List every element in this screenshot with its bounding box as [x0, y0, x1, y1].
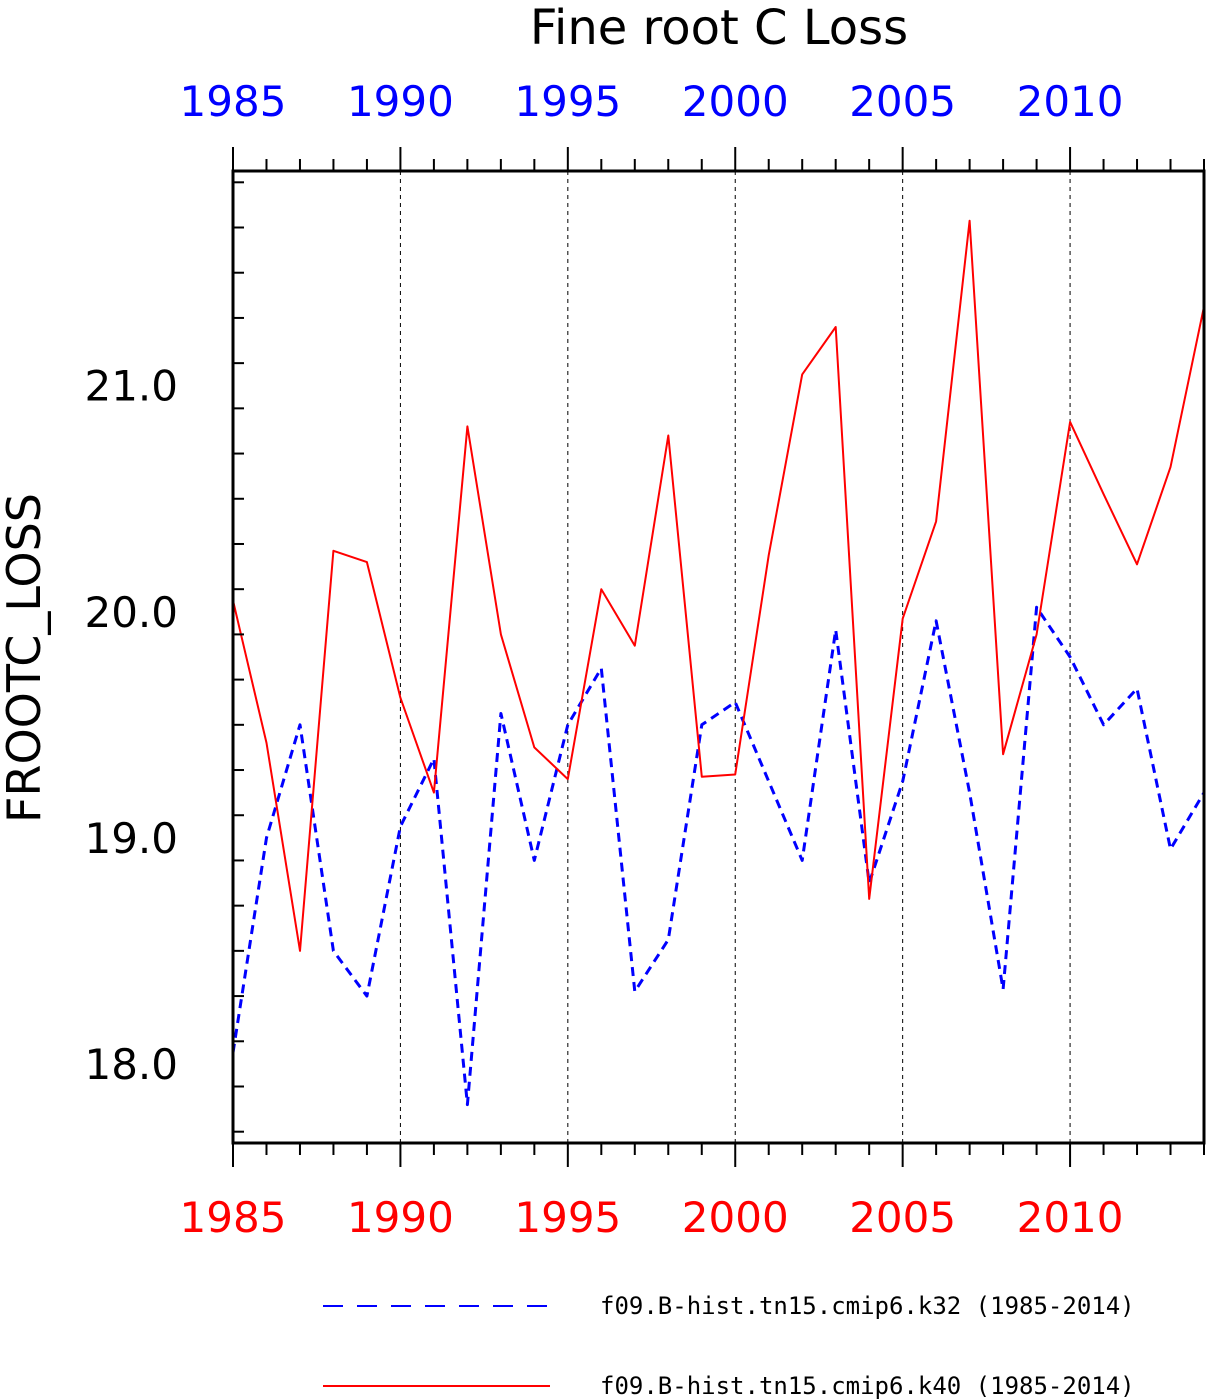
legend: f09.B-hist.tn15.cmip6.k32 (1985-2014) f09…: [323, 1292, 1135, 1400]
series-layer: [231, 219, 1206, 1107]
vertical-grid: [399, 171, 1071, 1143]
plot-frame: [231, 169, 1206, 1145]
x-tick-label-top: 1995: [514, 77, 621, 126]
x-tick-label-bottom: 1995: [514, 1193, 621, 1242]
x-tick-label-top: 2000: [682, 77, 789, 126]
x-tick-label-bottom: 2000: [682, 1193, 789, 1242]
legend-label-2: f09.B-hist.tn15.cmip6.k40 (1985-2014): [600, 1372, 1135, 1400]
y-tick-label: 20.0: [84, 588, 178, 637]
y-tick-label: 21.0: [84, 362, 178, 411]
x-tick-label-top: 2010: [1017, 77, 1124, 126]
x-tick-label-bottom: 1985: [180, 1193, 287, 1242]
series-line-1: [231, 605, 1206, 1107]
y-tick-label: 19.0: [84, 814, 178, 863]
x-tick-label-bottom: 2010: [1017, 1193, 1124, 1242]
axis-ticks: [232, 147, 1205, 1167]
x-tick-label-top: 1985: [180, 77, 287, 126]
series-line-2: [232, 219, 1205, 952]
chart-title: Fine root C Loss: [530, 0, 908, 56]
x-tick-label-top: 2005: [849, 77, 956, 126]
legend-label-1: f09.B-hist.tn15.cmip6.k32 (1985-2014): [600, 1292, 1135, 1320]
x-tick-label-bottom: 1990: [347, 1193, 454, 1242]
x-tick-label-bottom: 2005: [849, 1193, 956, 1242]
x-tick-label-top: 1990: [347, 77, 454, 126]
y-axis-label: FROOTC_LOSS: [0, 493, 51, 823]
tick-labels: 1985 1985 1990 1990 1995 1995 2000 2000 2005 2005…: [84, 77, 1123, 1242]
y-tick-label: 18.0: [84, 1040, 178, 1089]
